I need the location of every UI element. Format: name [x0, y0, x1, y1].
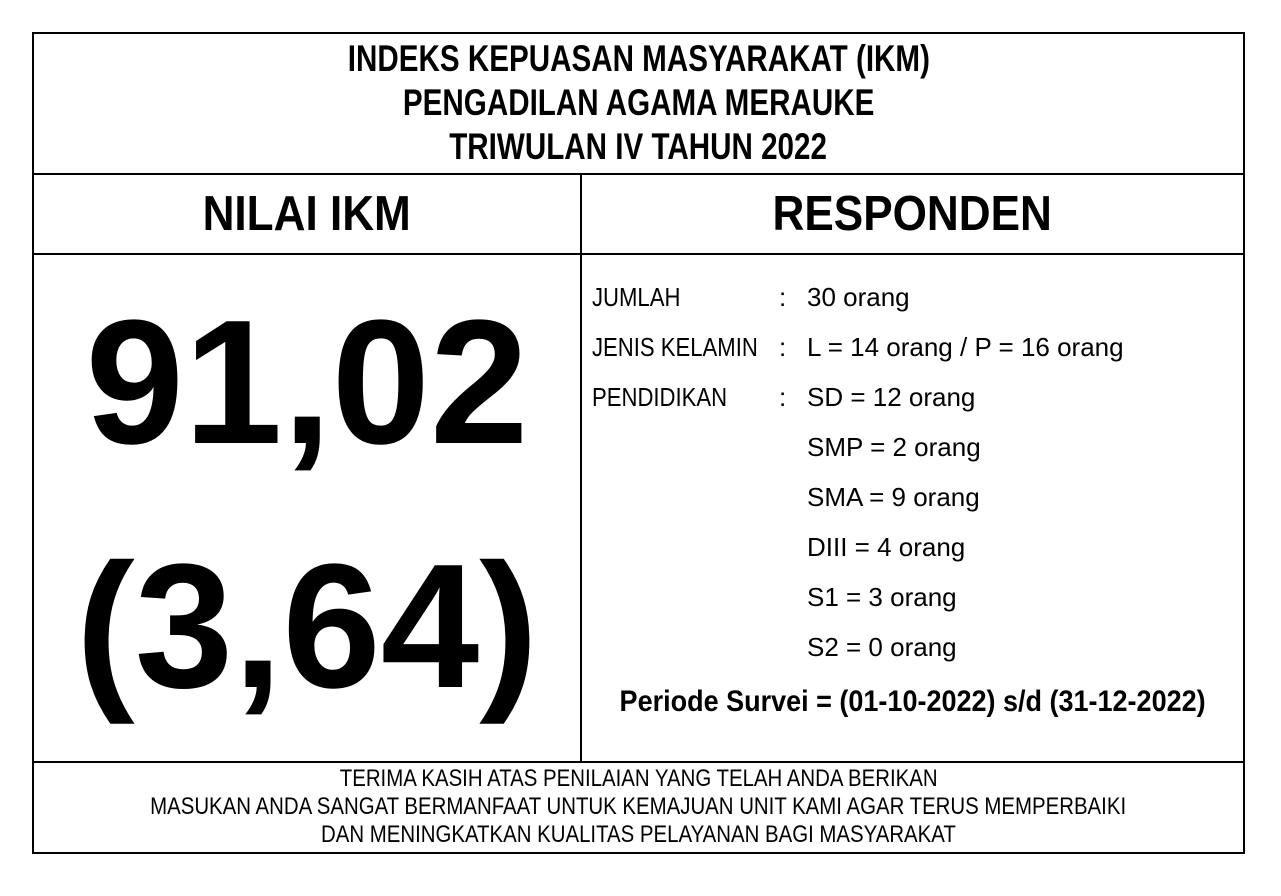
- responden-row-value: 30 orang: [807, 281, 910, 312]
- responden-row-separator: :: [779, 381, 787, 412]
- responden-header: RESPONDEN: [772, 187, 1053, 241]
- report-title-line-2: PENGADILAN AGAMA MERAUKE: [402, 82, 875, 123]
- responden-row-jumlah: JUMLAH : 30 orang: [582, 272, 1243, 322]
- responden-row-label: PENDIDIKAN: [592, 381, 728, 412]
- column-headers-row: NILAI IKM RESPONDEN: [34, 175, 1243, 255]
- responden-row-sma: SMA = 9 orang: [582, 472, 1243, 522]
- responden-cell: JUMLAH : 30 orang JENIS KELAMIN : L = 14…: [582, 255, 1243, 761]
- report-title-line-1: INDEKS KEPUASAN MASYARAKAT (IKM): [347, 38, 930, 79]
- responden-row-jenis-kelamin: JENIS KELAMIN : L = 14 orang / P = 16 or…: [582, 322, 1243, 372]
- responden-row-value: SD = 12 orang: [807, 381, 976, 412]
- responden-row-label: JENIS KELAMIN: [592, 331, 758, 362]
- responden-row-pendidikan: PENDIDIKAN : SD = 12 orang: [582, 372, 1243, 422]
- report-body: 91,02 (3,64) JUMLAH : 30 orang JENIS KEL…: [34, 255, 1243, 763]
- report-title-section: INDEKS KEPUASAN MASYARAKAT (IKM) PENGADI…: [34, 34, 1243, 175]
- periode-survei-line: Periode Survei = (01-10-2022) s/d (31-12…: [619, 685, 1206, 718]
- responden-row-label: JUMLAH: [592, 281, 681, 312]
- responden-row-value: DIII = 4 orang: [807, 531, 966, 562]
- responden-row-smp: SMP = 2 orang: [582, 422, 1243, 472]
- responden-row-separator: :: [779, 331, 787, 362]
- footer-line-1: TERIMA KASIH ATAS PENILAIAN YANG TELAH A…: [339, 765, 938, 792]
- ikm-report-board: INDEKS KEPUASAN MASYARAKAT (IKM) PENGADI…: [32, 32, 1245, 854]
- footer-line-2: MASUKAN ANDA SANGAT BERMANFAAT UNTUK KEM…: [150, 793, 1127, 820]
- ikm-scale-value: (3,64): [75, 527, 539, 725]
- responden-row-value: SMA = 9 orang: [807, 481, 980, 512]
- ikm-score-value: 91,02: [85, 283, 529, 481]
- thank-you-footer: TERIMA KASIH ATAS PENILAIAN YANG TELAH A…: [34, 763, 1243, 849]
- responden-row-s1: S1 = 3 orang: [582, 572, 1243, 622]
- footer-line-3: DAN MENINGKATKAN KUALITAS PELAYANAN BAGI…: [321, 821, 956, 848]
- responden-row-separator: :: [779, 281, 787, 312]
- nilai-ikm-header: NILAI IKM: [34, 175, 582, 253]
- responden-row-value: S2 = 0 orang: [807, 631, 957, 662]
- responden-row-value: SMP = 2 orang: [807, 431, 981, 462]
- report-title-line-3: TRIWULAN IV TAHUN 2022: [449, 126, 828, 167]
- responden-row-value: L = 14 orang / P = 16 orang: [807, 331, 1124, 362]
- responden-row-s2: S2 = 0 orang: [582, 622, 1243, 672]
- responden-row-value: S1 = 3 orang: [807, 581, 957, 612]
- responden-row-diii: DIII = 4 orang: [582, 522, 1243, 572]
- nilai-ikm-cell: 91,02 (3,64): [34, 255, 582, 761]
